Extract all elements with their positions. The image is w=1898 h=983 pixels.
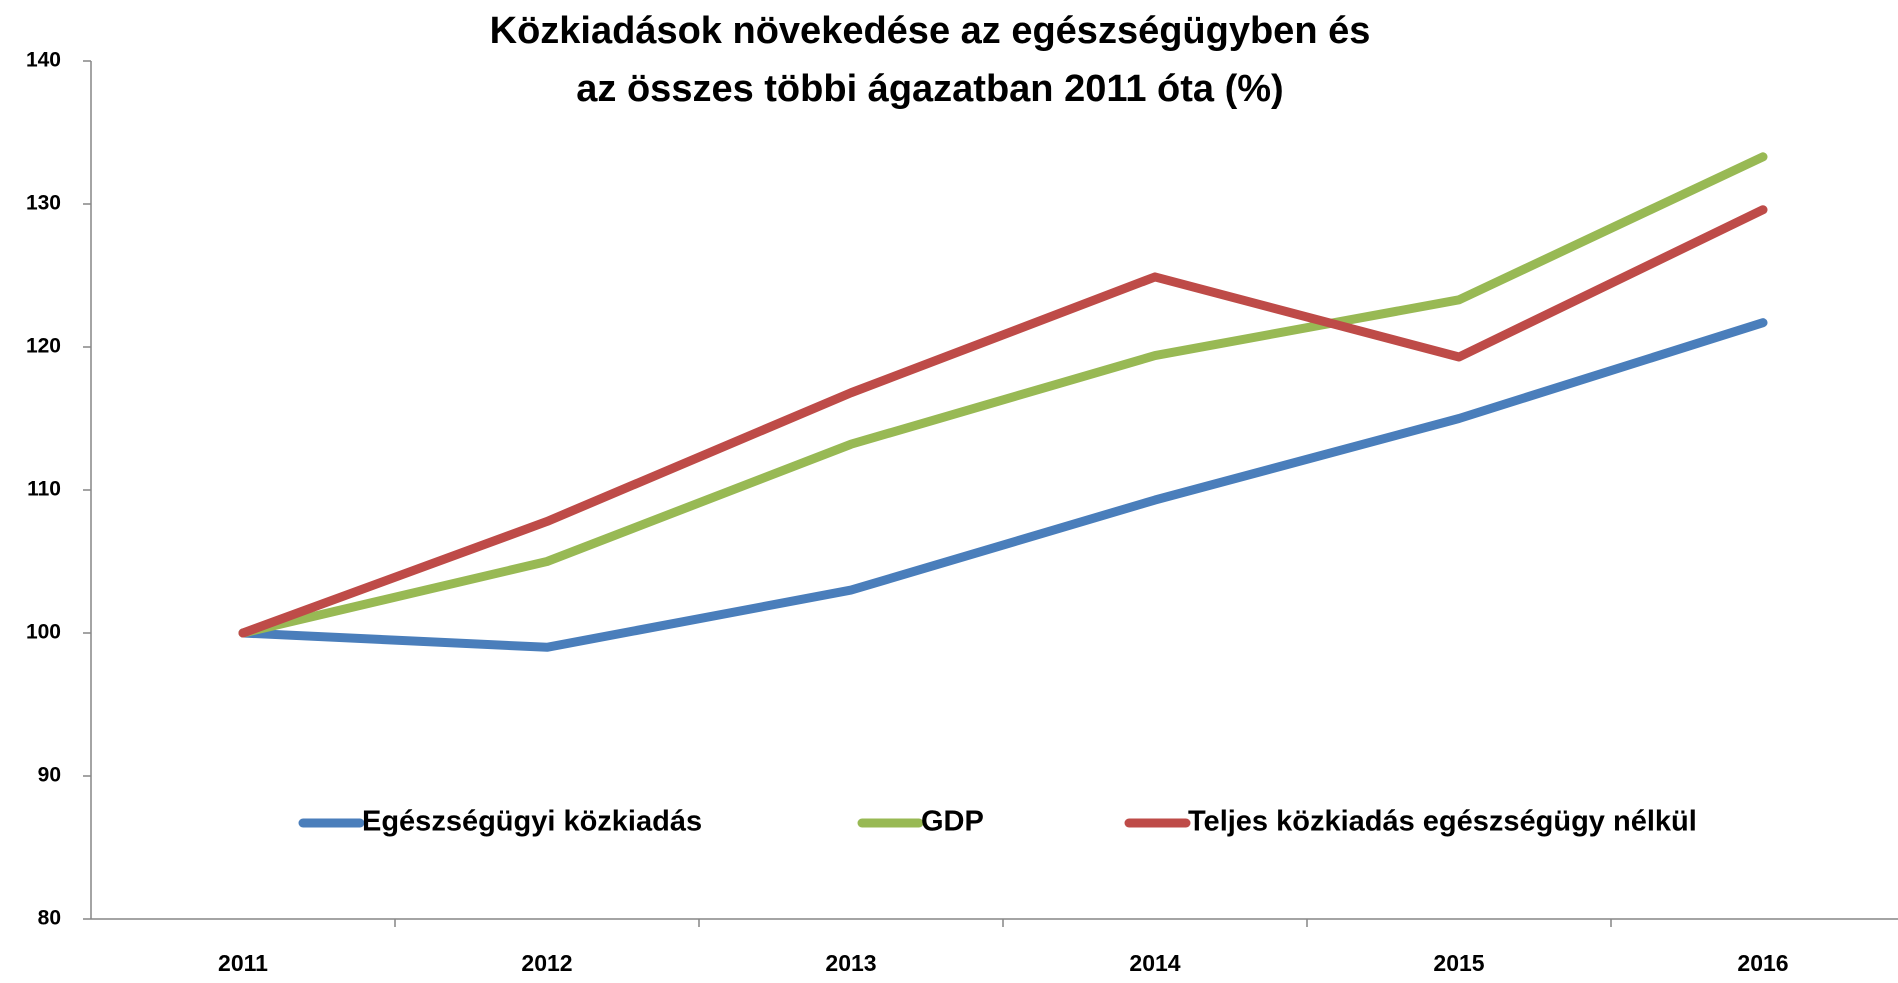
line-series [238, 318, 1768, 652]
line-series [238, 205, 1768, 638]
x-tick-label: 2012 [521, 950, 572, 976]
y-tick-label: 120 [26, 335, 61, 358]
legend-label: GDP [921, 806, 984, 838]
legend-label: Egészségügyi közkiadás [362, 806, 702, 838]
x-tick-label: 2016 [1737, 950, 1788, 976]
x-tick-label: 2013 [825, 950, 876, 976]
chart-title: az összes többi ágazatban 2011 óta (%) [576, 68, 1283, 110]
legend-label: Teljes közkiadás egészségügy nélkül [1188, 806, 1697, 838]
x-tick-label: 2011 [218, 950, 268, 976]
y-tick-label: 90 [38, 764, 61, 787]
y-tick-label: 130 [26, 192, 61, 215]
line-series [238, 152, 1768, 638]
chart-title: Közkiadások növekedése az egészségügyben… [490, 10, 1371, 52]
x-tick-label: 2014 [1129, 950, 1180, 976]
y-tick-label: 110 [27, 478, 61, 501]
y-tick-label: 80 [38, 907, 61, 930]
y-tick-label: 140 [26, 49, 61, 72]
x-tick-label: 2015 [1433, 950, 1484, 976]
y-tick-label: 100 [26, 621, 61, 644]
